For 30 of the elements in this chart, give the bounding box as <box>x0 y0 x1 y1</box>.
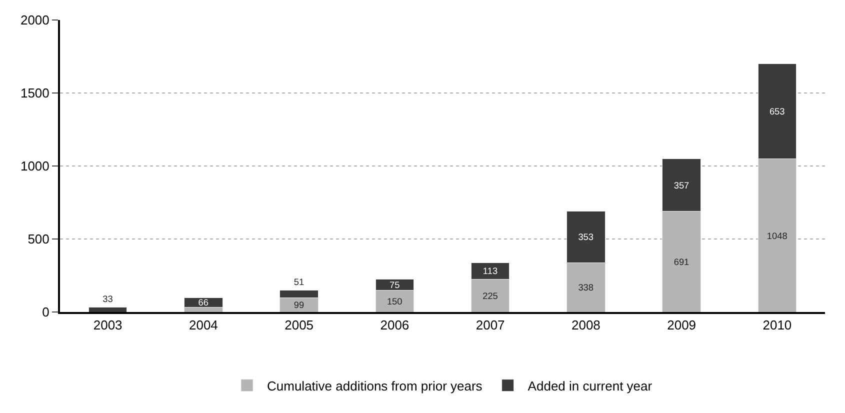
bar <box>88 306 128 312</box>
data-label: 357 <box>674 180 690 190</box>
data-label: 99 <box>294 300 304 310</box>
data-label: 33 <box>102 294 113 304</box>
legend-label: Added in current year <box>528 378 653 394</box>
x-tick-label: 2005 <box>284 318 314 333</box>
data-label: 150 <box>386 296 402 306</box>
data-label: 691 <box>674 256 690 267</box>
data-label: 1048 <box>766 230 788 241</box>
y-tick-label: 0 <box>42 304 50 320</box>
x-tick-label: 2010 <box>762 318 792 333</box>
y-tick-label: 1000 <box>20 158 50 174</box>
y-tick-label: 1500 <box>20 86 50 101</box>
y-tick-label: 2000 <box>20 12 50 28</box>
x-tick-label: 2007 <box>476 318 505 333</box>
x-tick-label: 2003 <box>93 318 122 333</box>
x-tick-label: 2006 <box>380 318 410 333</box>
data-label: 653 <box>769 106 785 117</box>
y-tick-label: 500 <box>28 232 50 247</box>
x-tick-label: 2004 <box>188 318 218 333</box>
legend-label: Cumulative additions from prior years <box>267 378 483 394</box>
data-label: 338 <box>578 282 594 293</box>
x-tick-label: 2009 <box>667 318 696 333</box>
data-label: 353 <box>578 232 594 242</box>
data-label: 225 <box>482 290 498 301</box>
data-label: 75 <box>390 280 400 290</box>
data-label: 113 <box>482 266 498 276</box>
x-tick-label: 2008 <box>571 318 600 333</box>
data-label: 66 <box>198 298 208 308</box>
data-label: 51 <box>294 277 304 288</box>
